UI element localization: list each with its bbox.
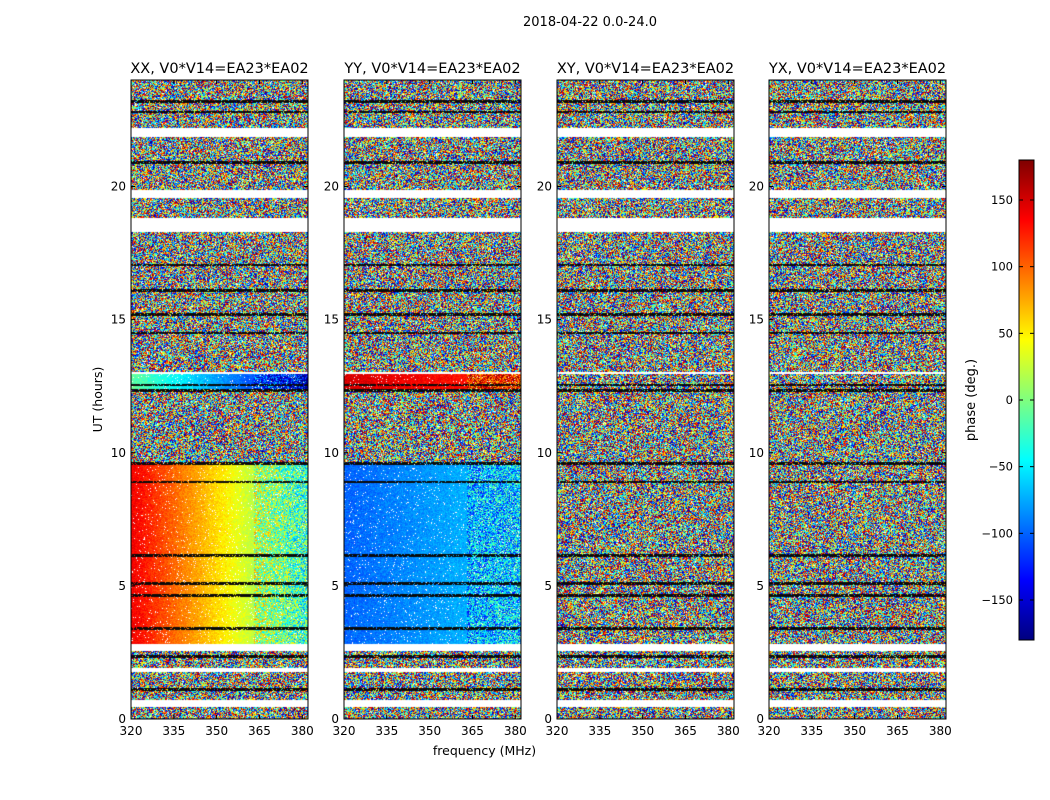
x-tick-label: 335 xyxy=(800,724,823,738)
x-axis-label: frequency (MHz) xyxy=(433,743,536,758)
y-tick-label: 20 xyxy=(537,180,552,194)
x-tick-label: 335 xyxy=(375,724,398,738)
x-tick-label: 365 xyxy=(674,724,697,738)
x-tick-label: 365 xyxy=(461,724,484,738)
y-tick-label: 10 xyxy=(111,446,126,460)
panel-3: XY, V0*V14=EA23*EA02 320 335 350 365 380 0 5 10 1… xyxy=(537,61,740,738)
x-tick-label: 350 xyxy=(843,724,866,738)
x-tick-label: 320 xyxy=(333,724,356,738)
panel-title: XX, V0*V14=EA23*EA02 xyxy=(130,61,308,77)
y-tick-label: 5 xyxy=(118,579,126,593)
panel-title: YY, V0*V14=EA23*EA02 xyxy=(343,61,520,77)
colorbar-label: phase (deg.) xyxy=(964,359,979,441)
y-tick-label: 15 xyxy=(749,313,764,327)
colorbar-tick-label: −150 xyxy=(981,593,1013,607)
x-tick-label: 350 xyxy=(631,724,654,738)
y-tick-label: 10 xyxy=(537,446,552,460)
colorbar-tick-label: 50 xyxy=(998,326,1013,340)
y-tick-label: 15 xyxy=(111,313,126,327)
plot-frame xyxy=(130,79,309,720)
x-tick-label: 365 xyxy=(248,724,271,738)
x-tick-label: 380 xyxy=(291,724,314,738)
y-tick-label: 10 xyxy=(749,446,764,460)
panel-title: XY, V0*V14=EA23*EA02 xyxy=(557,61,734,77)
plot-frame xyxy=(768,79,947,720)
x-tick-label: 365 xyxy=(886,724,909,738)
x-tick-label: 320 xyxy=(120,724,143,738)
x-tick-label: 380 xyxy=(504,724,527,738)
figure-suptitle: 2018-04-22 0.0-24.0 xyxy=(523,15,657,30)
y-tick-label: 0 xyxy=(118,712,126,726)
heatmap-image xyxy=(344,80,521,719)
heatmap-image xyxy=(131,80,308,719)
colorbar-tick-label: 0 xyxy=(1006,393,1013,407)
y-axis-label: UT (hours) xyxy=(90,367,105,433)
y-tick-label: 5 xyxy=(331,579,339,593)
colorbar-ticks: −150 −100 −50 0 50 100 150 xyxy=(981,193,1034,607)
y-tick-label: 5 xyxy=(544,579,552,593)
colorbar-tick-label: 100 xyxy=(991,260,1013,274)
y-tick-label: 15 xyxy=(537,313,552,327)
y-tick-label: 20 xyxy=(749,180,764,194)
colorbar-tick-label: −50 xyxy=(989,460,1013,474)
panel-1: XX, V0*V14=EA23*EA02 320 335 350 365 380 0 5 10 1… xyxy=(90,61,314,738)
plot-frame xyxy=(343,79,522,720)
x-tick-label: 350 xyxy=(418,724,441,738)
heatmap-image xyxy=(557,80,734,719)
x-tick-label: 320 xyxy=(758,724,781,738)
x-tick-label: 335 xyxy=(162,724,185,738)
panel-title: YX, V0*V14=EA23*EA02 xyxy=(768,61,946,77)
x-tick-label: 380 xyxy=(929,724,952,738)
y-tick-label: 15 xyxy=(324,313,339,327)
y-tick-label: 0 xyxy=(544,712,552,726)
panel-2: YY, V0*V14=EA23*EA02 320 335 350 365 380 0 5 10 1… xyxy=(324,61,536,758)
x-tick-label: 380 xyxy=(717,724,740,738)
heatmap-image xyxy=(769,80,946,719)
y-tick-label: 20 xyxy=(111,180,126,194)
panels: XX, V0*V14=EA23*EA02 320 335 350 365 380 0 5 10 1… xyxy=(90,61,952,758)
y-tick-label: 20 xyxy=(324,180,339,194)
x-tick-label: 320 xyxy=(546,724,569,738)
colorbar-tick-label: −100 xyxy=(981,526,1013,540)
plot-frame xyxy=(556,79,735,720)
y-tick-label: 5 xyxy=(756,579,764,593)
y-tick-label: 0 xyxy=(756,712,764,726)
colorbar: −150 −100 −50 0 50 100 150 phase (deg.) xyxy=(964,159,1035,641)
x-tick-label: 335 xyxy=(588,724,611,738)
y-tick-label: 10 xyxy=(324,446,339,460)
x-tick-label: 350 xyxy=(205,724,228,738)
panel-4: YX, V0*V14=EA23*EA02 320 335 350 365 380 0 5 10 1… xyxy=(749,61,952,738)
y-tick-label: 0 xyxy=(331,712,339,726)
colorbar-tick-label: 150 xyxy=(991,193,1013,207)
